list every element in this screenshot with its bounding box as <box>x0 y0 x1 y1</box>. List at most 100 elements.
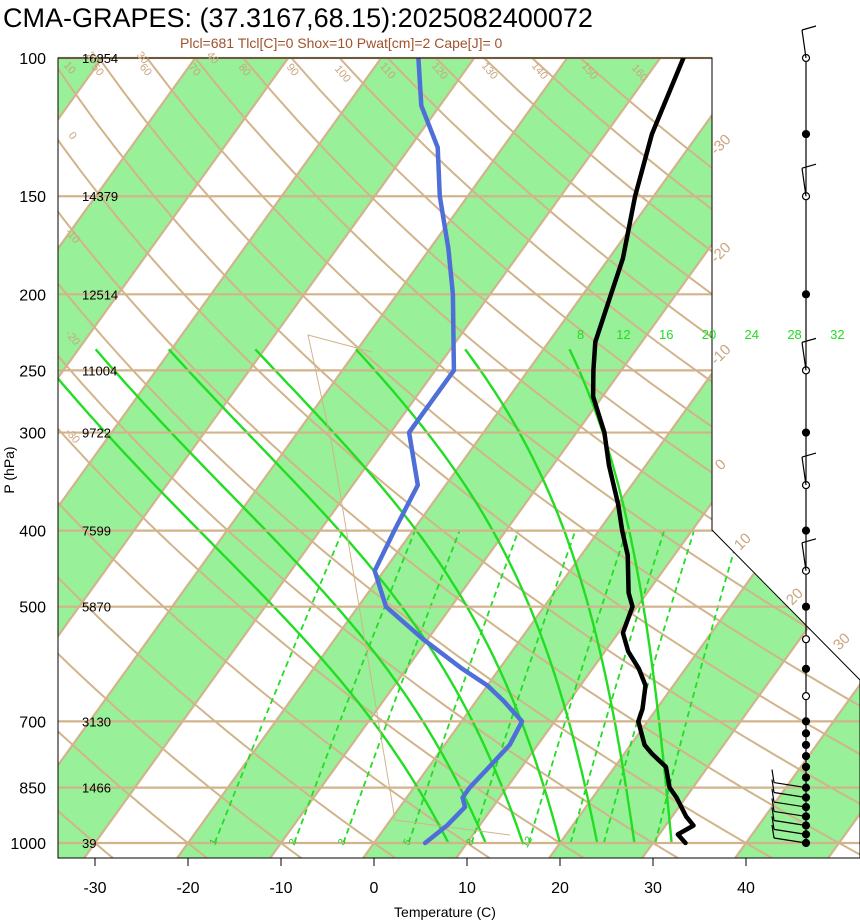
moist-adiabat-label: 20 <box>702 327 716 342</box>
wind-barb <box>773 819 807 827</box>
pressure-tick-label: 850 <box>19 781 46 798</box>
x-tick-label: -30 <box>83 880 106 897</box>
wind-level-marker <box>801 717 811 726</box>
plot-border <box>57 57 860 859</box>
wind-barb <box>773 801 807 808</box>
wind-barb <box>801 29 807 59</box>
height-label: 9722 <box>82 426 111 441</box>
wind-barb-flag <box>801 25 817 31</box>
x-axis-label: Temperature (C) <box>394 904 496 920</box>
pressure-tick-label: 100 <box>19 51 46 68</box>
isotherm-line <box>58 58 315 858</box>
wind-barb <box>801 168 807 197</box>
moist-adiabat <box>355 348 599 844</box>
chart-title: CMA-GRAPES: (37.3167,68.15):202508240007… <box>3 3 593 33</box>
wind-barb-flag <box>801 538 817 544</box>
wind-barb-column <box>771 25 817 848</box>
dry-adiabat <box>58 58 860 858</box>
moist-adiabat <box>58 348 450 844</box>
moist-adiabat-label: 24 <box>745 327 759 342</box>
height-label: 11004 <box>82 363 117 378</box>
dry-adiabat <box>338 58 860 858</box>
wind-barb <box>801 457 807 486</box>
wind-barb-flag <box>771 798 775 812</box>
pressure-tick-label: 400 <box>19 524 46 541</box>
height-label: 12514 <box>82 287 118 302</box>
height-label: 3130 <box>82 714 111 729</box>
temperature-band <box>362 58 860 858</box>
wind-barb-flag <box>771 807 775 821</box>
temperature-band <box>548 58 860 858</box>
dry-adiabat <box>58 58 860 858</box>
mixing-ratio-label: 12 <box>520 834 535 850</box>
wind-barb <box>801 542 807 571</box>
dry-adiabat <box>58 58 860 858</box>
wind-barb-flag <box>771 788 775 803</box>
wind-barb <box>773 791 807 799</box>
pressure-tick-label: 250 <box>19 363 46 380</box>
wind-level-marker <box>801 290 811 299</box>
dry-adiabat <box>98 58 860 858</box>
wind-barb <box>773 837 807 844</box>
isotherm-line <box>82 58 687 858</box>
moist-adiabat-label: 12 <box>616 327 630 342</box>
mixing-ratio-label: 2 <box>287 837 300 848</box>
wind-barb-flag <box>771 779 775 793</box>
moist-adiabat <box>568 348 673 844</box>
wind-level-marker <box>801 752 811 761</box>
temperature-band <box>58 58 501 858</box>
wind-barb-flag <box>771 824 775 839</box>
wind-level-marker <box>801 602 811 611</box>
wind-barb <box>773 828 807 835</box>
moist-adiabat-label: 28 <box>787 327 801 342</box>
sounding-line <box>590 58 696 846</box>
plot-area <box>57 56 860 859</box>
height-label: 1466 <box>82 781 111 796</box>
height-label: 5870 <box>82 600 111 615</box>
moist-adiabat <box>167 348 524 844</box>
wind-barb-flag <box>801 163 817 169</box>
moist-adiabat-label: 8 <box>577 327 584 342</box>
temperature-band-label: 10 <box>731 530 755 554</box>
wind-barb-flag <box>771 769 775 783</box>
pressure-tick-label: 1000 <box>10 836 46 853</box>
wind-level-marker <box>801 635 811 644</box>
temperature-band <box>58 58 315 858</box>
dry-adiabat <box>242 58 860 858</box>
x-tick-label: -10 <box>269 880 292 897</box>
wind-level-marker <box>801 729 811 738</box>
temperature-band <box>58 58 687 858</box>
dry-adiabat <box>58 58 587 858</box>
isotherm-line <box>361 58 860 858</box>
x-tick-label: 40 <box>737 880 755 897</box>
x-tick-label: 20 <box>551 880 569 897</box>
pressure-tick-label: 700 <box>19 714 46 731</box>
sounding-line <box>372 58 525 846</box>
wind-barb <box>773 782 807 789</box>
dry-adiabat <box>58 58 399 858</box>
wind-level-marker <box>801 526 811 535</box>
mixing-ratio-label: 5 <box>401 837 414 848</box>
height-label: 16854 <box>82 51 118 66</box>
wind-barb-flag <box>771 816 775 830</box>
moist-adiabat <box>464 348 636 844</box>
height-label: 39 <box>82 836 96 851</box>
dry-adiabat-label: -30 <box>63 426 82 446</box>
pressure-tick-label: 300 <box>19 426 46 443</box>
isotherm-line <box>640 58 860 858</box>
moist-adiabat-label: 16 <box>659 327 673 342</box>
wind-level-marker <box>801 762 811 772</box>
mixing-ratio-label: 3 <box>336 837 349 848</box>
mixing-ratio-label: 8 <box>465 837 478 848</box>
x-tick-label: 10 <box>458 880 476 897</box>
y-axis-label: P (hPa) <box>1 446 17 493</box>
sounding-profiles <box>372 58 696 846</box>
wind-level-marker <box>801 740 811 750</box>
dry-adiabat <box>58 58 210 858</box>
wind-barb <box>773 810 807 818</box>
wind-barb-flag <box>801 337 817 343</box>
pressure-tick-label: 500 <box>19 600 46 617</box>
dry-adiabat <box>290 58 860 858</box>
moist-adiabat <box>254 348 562 844</box>
dry-adiabat-label: 140 <box>529 60 550 82</box>
